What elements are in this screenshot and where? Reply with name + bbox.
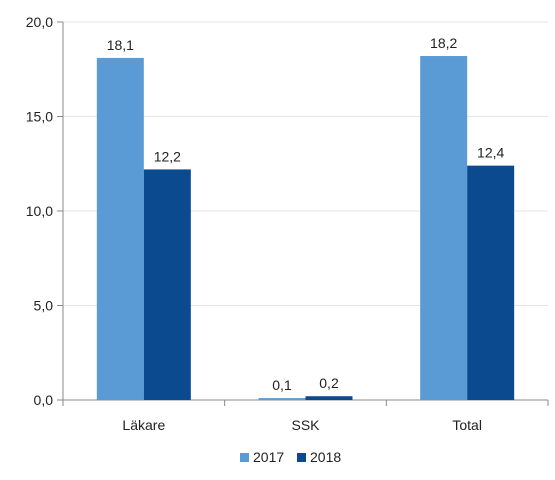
- x-tick-label: Läkare: [122, 417, 165, 433]
- legend-swatch-2018: [297, 453, 306, 462]
- bar-2017: [258, 398, 306, 400]
- y-tick-label: 0,0: [34, 392, 54, 408]
- y-tick-label: 10,0: [26, 203, 53, 219]
- y-tick-label: 20,0: [26, 14, 53, 30]
- bar-2018: [467, 165, 515, 400]
- bar-2018: [143, 169, 191, 400]
- legend-label: 2018: [310, 449, 341, 465]
- legend-label: 2017: [253, 449, 284, 465]
- legend-swatch-2017: [240, 453, 249, 462]
- data-label: 12,2: [154, 148, 181, 164]
- y-tick-label: 15,0: [26, 109, 53, 125]
- data-label: 12,4: [477, 145, 504, 161]
- x-tick-label: Total: [452, 417, 482, 433]
- data-label: 0,1: [272, 377, 292, 393]
- data-label: 0,2: [319, 375, 339, 391]
- data-label: 18,1: [107, 37, 134, 53]
- bar-2018: [305, 396, 353, 400]
- data-label: 18,2: [430, 35, 457, 51]
- x-tick-label: SSK: [291, 417, 320, 433]
- bar-2017: [96, 57, 144, 400]
- y-tick-label: 5,0: [34, 298, 54, 314]
- bar-2017: [420, 56, 468, 401]
